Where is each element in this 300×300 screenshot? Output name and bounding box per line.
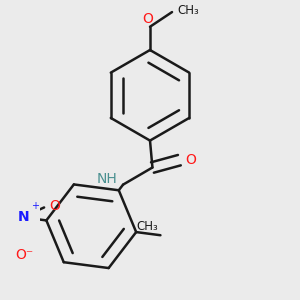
Text: O: O [142,11,153,26]
Text: O⁻: O⁻ [15,248,34,262]
Text: O: O [185,153,197,167]
Text: N: N [17,210,29,224]
Text: O: O [49,199,60,213]
Text: CH₃: CH₃ [177,4,199,17]
Text: CH₃: CH₃ [136,220,158,233]
Text: NH: NH [96,172,117,185]
Text: +: + [31,201,39,211]
